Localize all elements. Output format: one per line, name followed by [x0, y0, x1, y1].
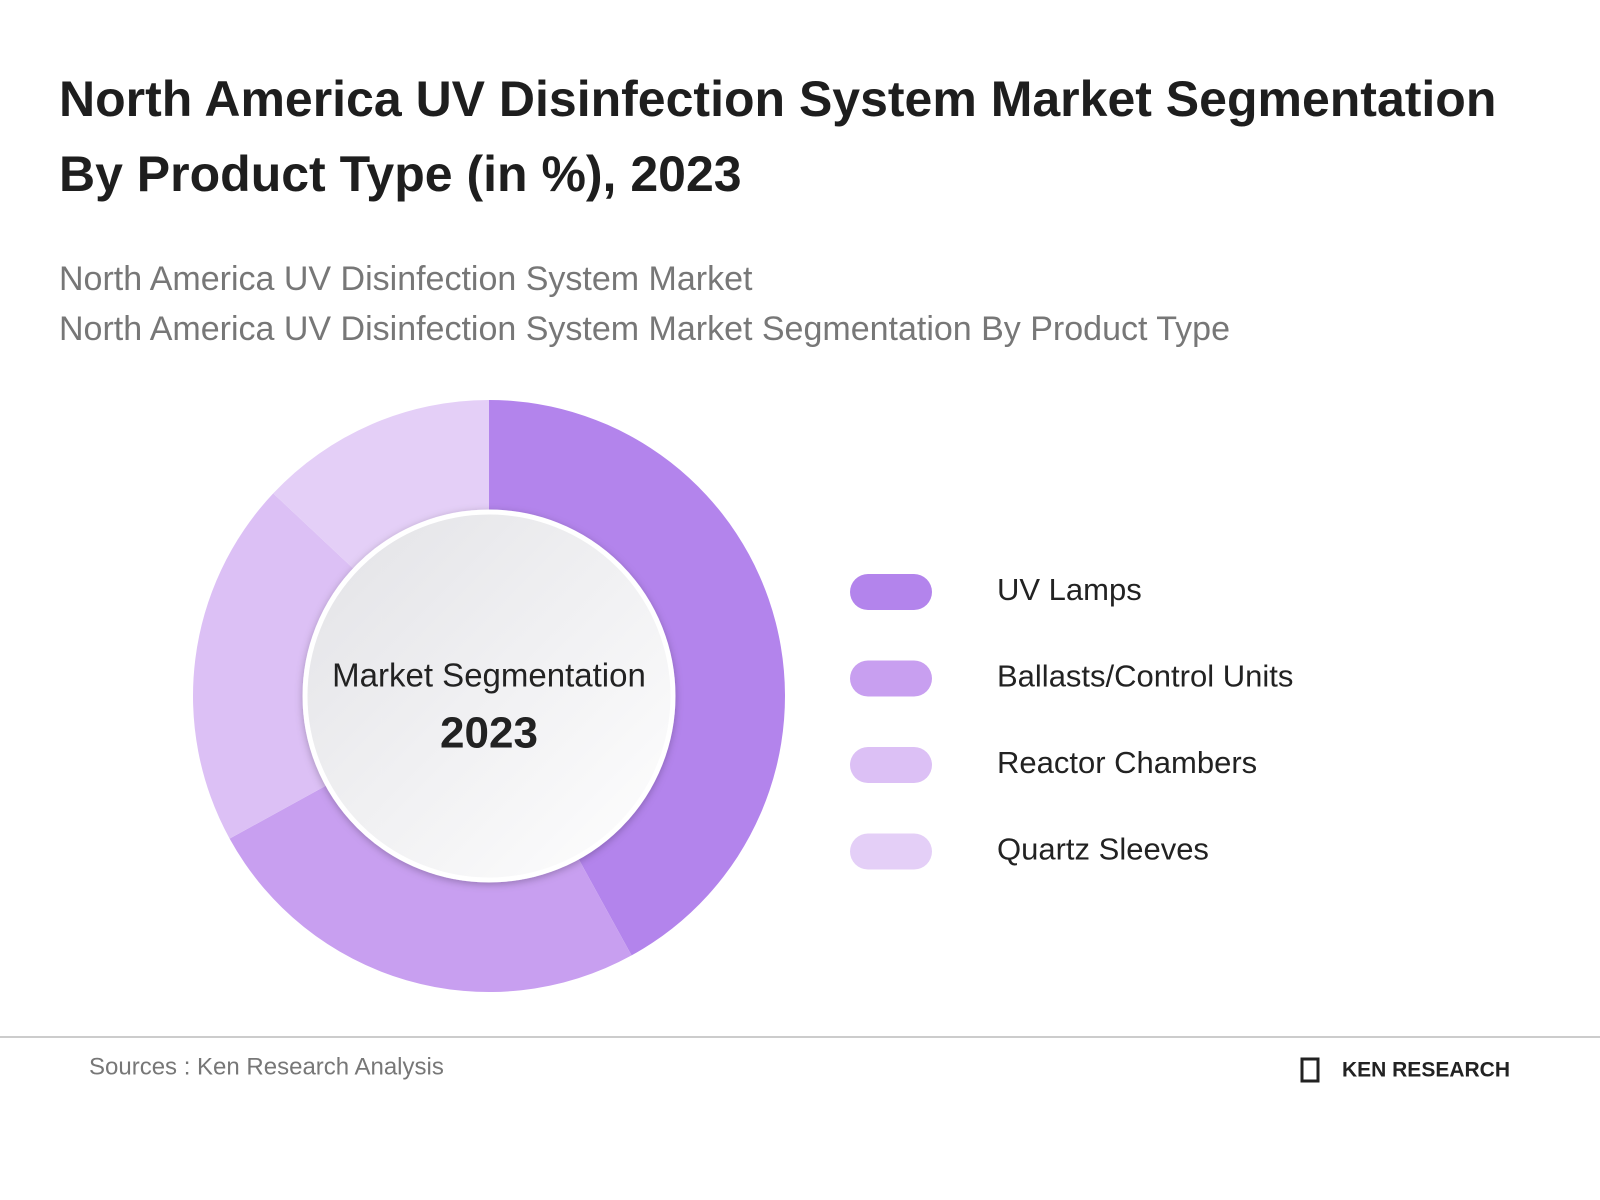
donut	[193, 400, 785, 992]
center-label: Market Segmentation	[332, 657, 646, 694]
legend-label: UV Lamps	[997, 572, 1142, 607]
legend-swatch	[850, 747, 932, 783]
subtitle: North America UV Disinfection System Mar…	[59, 260, 753, 298]
donut-segment	[229, 782, 632, 992]
donut-segment	[273, 400, 489, 573]
brand: KEN RESEARCH	[1342, 1059, 1510, 1082]
legend-label: Quartz Sleeves	[997, 832, 1209, 867]
source: Sources : Ken Research Analysis	[89, 1053, 444, 1080]
legend-swatch	[850, 574, 932, 610]
legend-label: Reactor Chambers	[997, 745, 1257, 780]
legend-label: Ballasts/Control Units	[997, 659, 1293, 694]
center-circle	[302, 509, 676, 883]
logo-icon	[1300, 1057, 1320, 1083]
center-year: 2023	[440, 709, 538, 758]
legend-swatch	[850, 660, 932, 697]
legend-swatch	[850, 833, 932, 870]
title: North America UV Disinfection System Mar…	[59, 71, 1497, 202]
donut-segment	[489, 400, 785, 956]
legend: UV Lamps Ballasts/Control Units Reactor Ch…	[850, 572, 1293, 870]
subtitle: North America UV Disinfection System Mar…	[59, 310, 1230, 348]
